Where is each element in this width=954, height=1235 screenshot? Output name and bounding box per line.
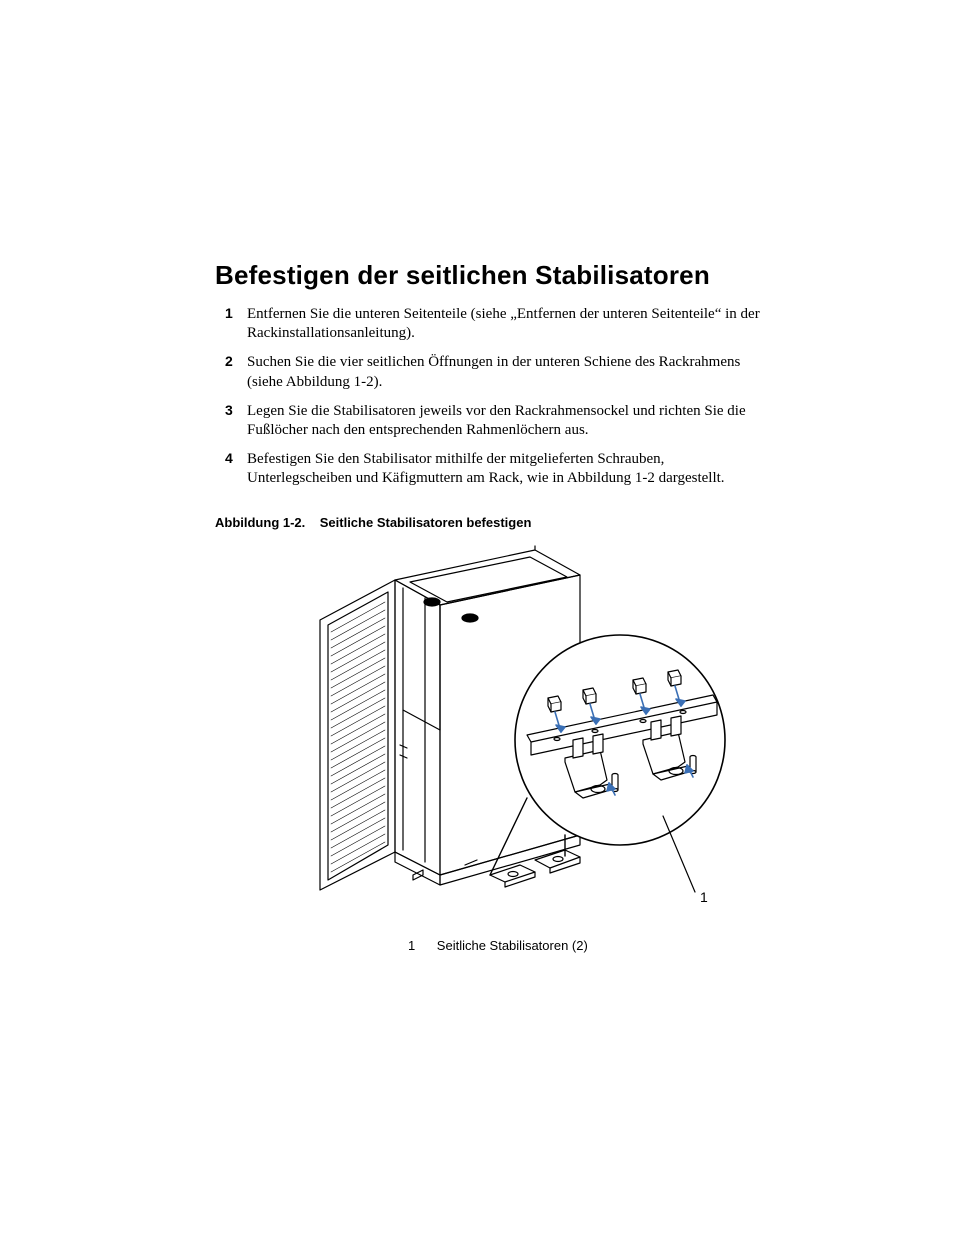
figure-caption-title: Seitliche Stabilisatoren befestigen	[320, 515, 532, 530]
callout-number: 1	[700, 889, 708, 905]
instruction-list: Entfernen Sie die unteren Seitenteile (s…	[215, 305, 764, 489]
section-heading: Befestigen der seitlichen Stabilisatoren	[215, 260, 764, 291]
figure-caption: Abbildung 1-2. Seitliche Stabilisatoren …	[215, 515, 764, 530]
page: Befestigen der seitlichen Stabilisatoren…	[0, 0, 954, 1235]
instruction-step: Befestigen Sie den Stabilisator mithilfe…	[215, 450, 764, 488]
legend-number: 1	[391, 938, 415, 953]
instruction-step: Suchen Sie die vier seitlichen Öffnungen…	[215, 353, 764, 391]
legend-text: Seitliche Stabilisatoren (2)	[437, 938, 588, 953]
figure-caption-prefix: Abbildung 1-2.	[215, 515, 305, 530]
instruction-step: Legen Sie die Stabilisatoren jeweils vor…	[215, 402, 764, 440]
rack-illustration: 1	[265, 540, 735, 920]
figure-legend: 1 Seitliche Stabilisatoren (2)	[215, 938, 764, 953]
instruction-step: Entfernen Sie die unteren Seitenteile (s…	[215, 305, 764, 343]
figure-illustration: 1	[265, 540, 764, 920]
